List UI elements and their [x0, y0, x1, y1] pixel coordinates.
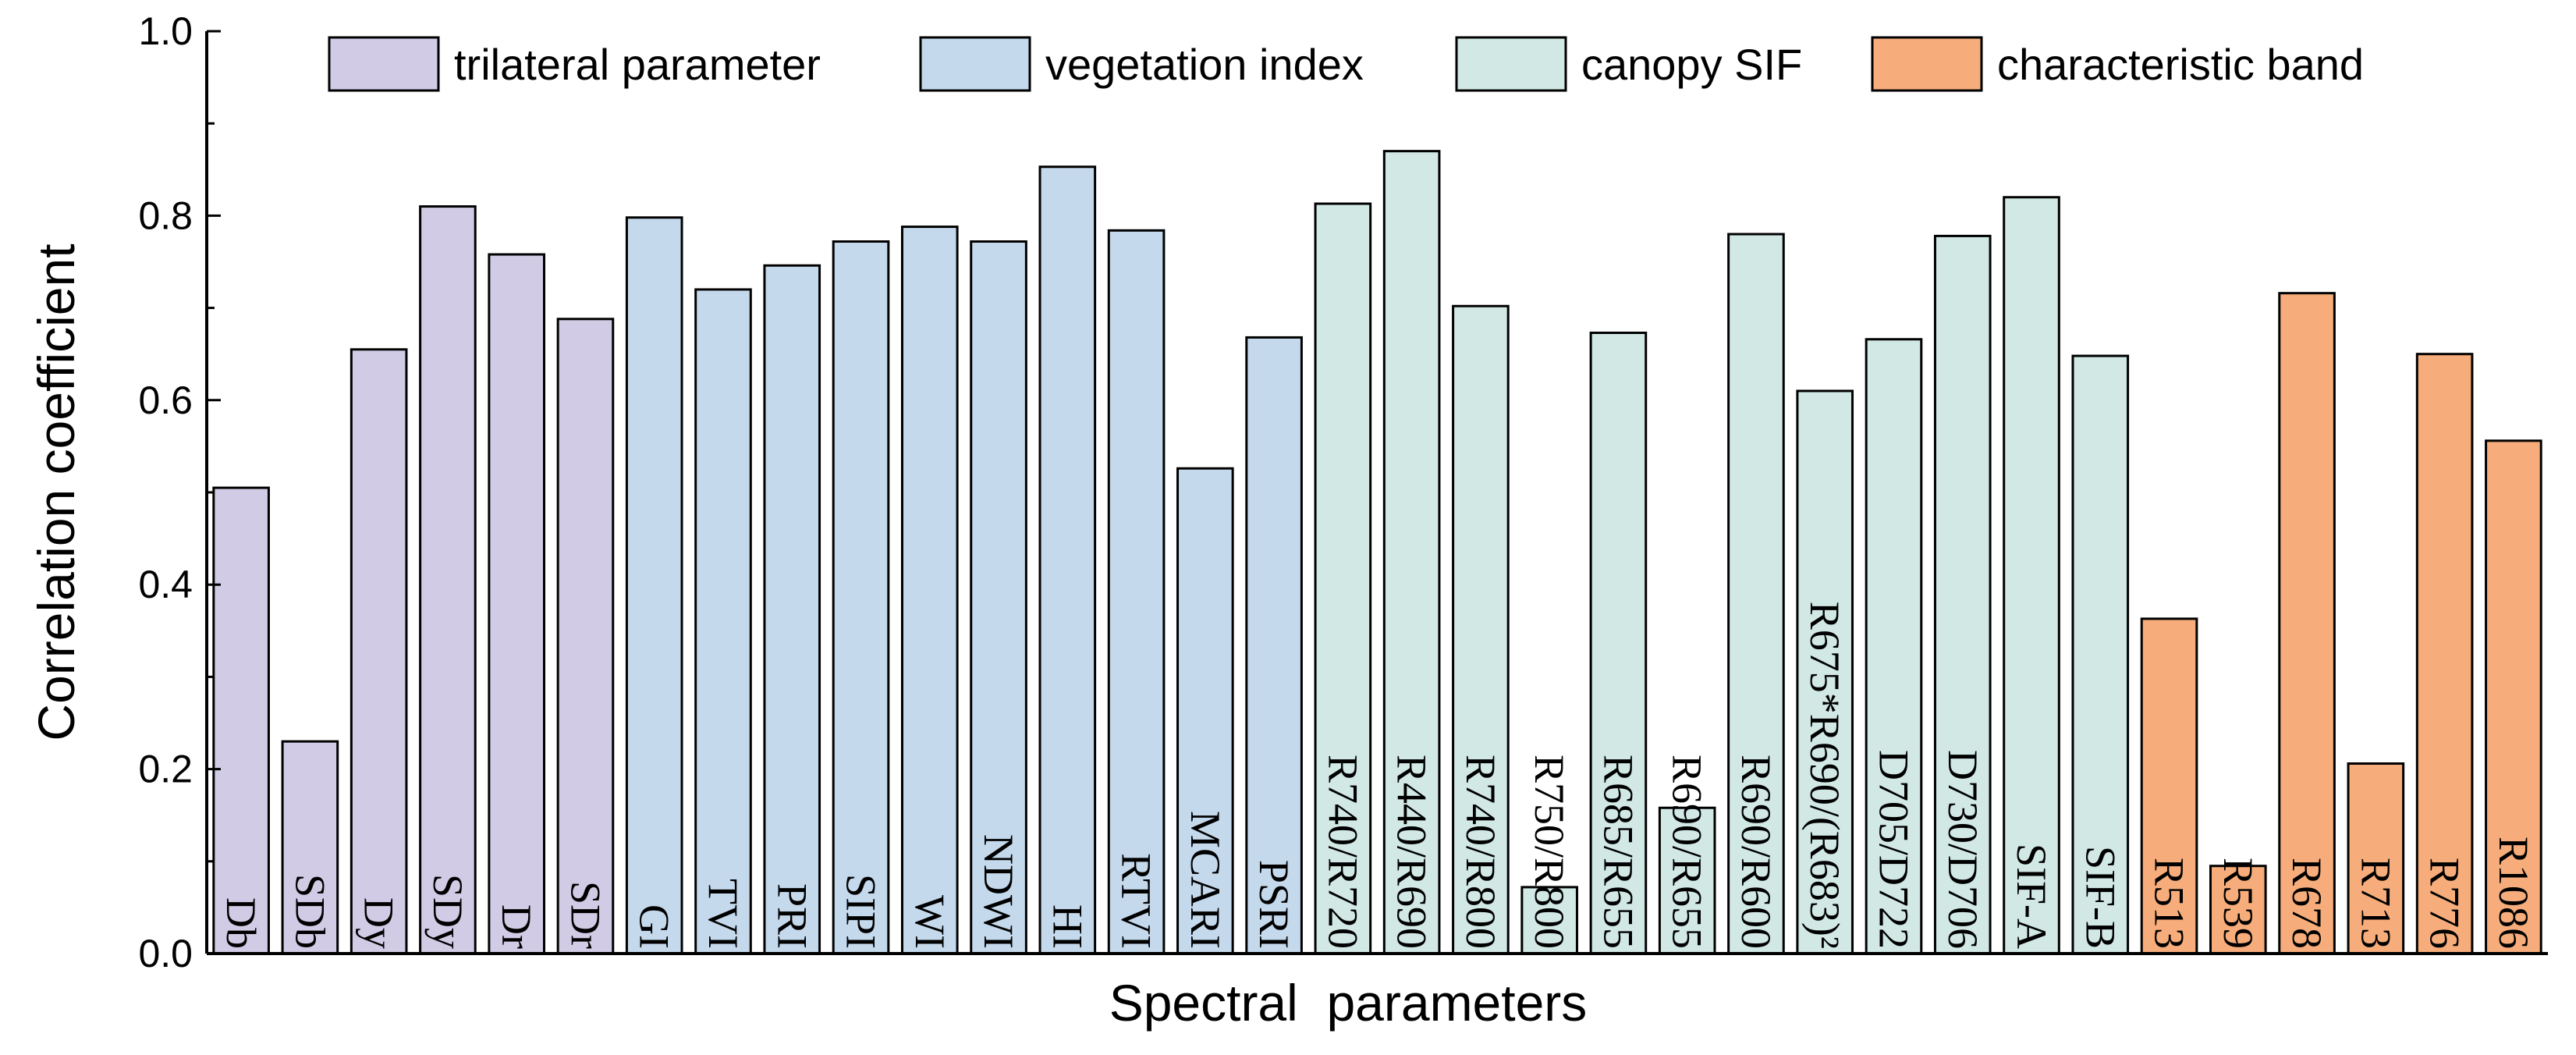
y-axis-title: Correlation coefficient	[27, 243, 85, 741]
bar-label: SDr	[562, 881, 609, 949]
bar-label: PSRI	[1251, 860, 1297, 949]
bar-label: R690/R655	[1664, 755, 1711, 949]
bar-label: D730/D706	[1939, 750, 1986, 949]
bar-R776	[2415, 353, 2474, 955]
bar-R713	[2347, 762, 2405, 955]
legend-label-band: characteristic band	[1997, 40, 2364, 89]
bar-label: R750/R800	[1526, 755, 1573, 949]
bar-labels-layer: Db SDb Dy SDy Dr SDr GI TVI PRI SIPI WI NDWI HI RTVI M…	[218, 602, 2537, 949]
bar-label: SDb	[286, 874, 333, 949]
bar-label: D705/D722	[1870, 750, 1917, 949]
y-tick-label: 0.6	[138, 378, 193, 422]
bar-label: R1086	[2490, 837, 2537, 949]
bar-Dy	[349, 348, 408, 955]
bar-RTVI	[1107, 229, 1166, 955]
legend-swatch-band	[1871, 36, 1983, 92]
bars-layer	[212, 150, 2542, 955]
bar-label: R513	[2146, 858, 2193, 949]
bar-label: Dy	[356, 897, 403, 949]
bar-R750/R800	[1520, 886, 1578, 955]
legend-label-vegetation: vegetation index	[1045, 40, 1364, 89]
bar-PSRI	[1245, 336, 1303, 955]
bar-R440/R690	[1382, 150, 1441, 955]
bar-label: NDWI	[975, 834, 1022, 949]
bar-label: GI	[631, 904, 678, 949]
bar-label: MCARI	[1182, 811, 1229, 949]
bar-label: SDy	[424, 874, 471, 949]
bar-label: SIF-B	[2077, 846, 2124, 949]
bar-Dr	[488, 253, 545, 955]
bar-SDb	[281, 740, 339, 955]
bar-label: R440/R690	[1389, 755, 1435, 949]
bar-NDWI	[970, 240, 1027, 955]
legend-swatch-sif	[1455, 36, 1567, 92]
bar-label: HI	[1044, 904, 1091, 949]
bar-SIF-A	[2003, 196, 2060, 955]
bar-label: R685/R655	[1595, 755, 1641, 949]
bar-label: R776	[2422, 858, 2468, 949]
bar-R539	[2209, 865, 2267, 955]
legend: trilateral parameter vegetation index ca…	[328, 36, 2364, 92]
bar-label: RTVI	[1113, 853, 1160, 949]
bar-label: R740/R800	[1457, 755, 1504, 949]
bar-SDr	[556, 318, 615, 955]
bar-label: R675*R690/(R683)²	[1801, 602, 1848, 949]
legend-swatch-trilateral	[328, 36, 440, 92]
bar-label: R713	[2352, 858, 2399, 949]
bar-SDy	[419, 205, 477, 955]
bar-R678	[2278, 292, 2336, 955]
y-tick-label: 1.0	[138, 9, 193, 53]
bar-R513	[2140, 617, 2198, 955]
bar-PRI	[763, 264, 821, 955]
bar-label: Db	[218, 897, 264, 949]
y-tick-label: 0.2	[138, 748, 193, 791]
bar-label: R678	[2283, 858, 2330, 949]
bar-HI	[1038, 165, 1097, 955]
bar-R675*R690/(R683)²	[1796, 389, 1854, 955]
bar-GI	[625, 216, 683, 955]
bar-label: PRI	[768, 883, 815, 949]
y-axis-ticks: 0.0 0.2 0.4 0.6 0.8 1.0	[138, 9, 221, 975]
legend-label-sif: canopy SIF	[1581, 40, 1802, 89]
bar-label: R539	[2215, 858, 2262, 949]
legend-swatch-vegetation	[919, 36, 1031, 92]
bar-SIPI	[832, 240, 890, 955]
bar-label: TVI	[700, 879, 747, 949]
bar-label: SIPI	[838, 874, 885, 949]
bar-label: R740/R720	[1319, 755, 1366, 949]
y-tick-label: 0.8	[138, 194, 193, 237]
bar-R1086	[2485, 439, 2542, 955]
legend-label-trilateral: trilateral parameter	[454, 40, 821, 89]
y-tick-label: 0.0	[138, 932, 193, 975]
bar-label: SIF-A	[2008, 844, 2055, 949]
bar-R690/R655	[1658, 806, 1716, 955]
bar-Db	[212, 486, 270, 955]
bar-R690/R600	[1727, 233, 1785, 955]
bar-label: WI	[907, 895, 953, 949]
bar-TVI	[694, 288, 752, 955]
bar-label: R690/R600	[1733, 755, 1779, 949]
bar-WI	[900, 226, 959, 955]
y-tick-label: 0.4	[138, 563, 193, 606]
bar-label: Dr	[493, 904, 540, 949]
x-axis-title: Spectral parameters	[1109, 974, 1588, 1032]
bar-D730/D706	[1933, 234, 1992, 955]
